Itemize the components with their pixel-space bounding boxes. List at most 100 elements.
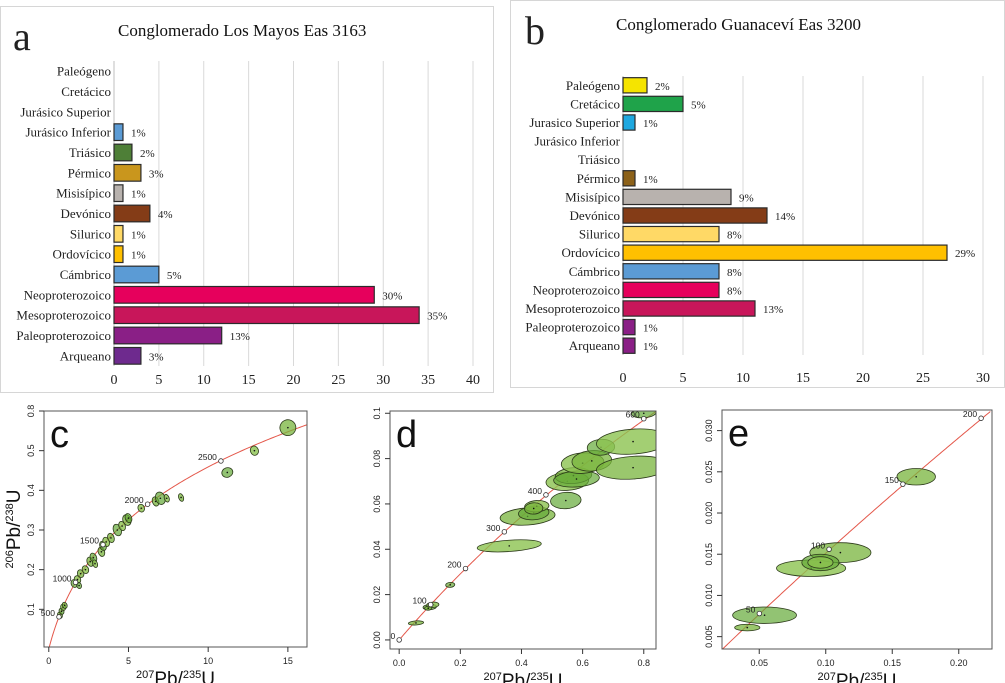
category-label: Jurasico Superior bbox=[529, 115, 620, 130]
x-tick-label: 0.2 bbox=[454, 658, 467, 668]
x-tick-label: 30 bbox=[976, 371, 990, 386]
data-point bbox=[746, 626, 749, 629]
category-label: Cámbrico bbox=[569, 264, 620, 279]
x-tick-label: 15 bbox=[796, 371, 810, 386]
y-tick-label: 0.005 bbox=[704, 625, 714, 648]
data-label: 2% bbox=[655, 81, 670, 93]
x-tick-label: 0.0 bbox=[393, 658, 406, 668]
y-tick-label: 0.1 bbox=[26, 603, 36, 616]
data-point bbox=[532, 507, 535, 510]
data-label: 30% bbox=[382, 290, 402, 302]
data-label: 4% bbox=[158, 209, 173, 221]
bar bbox=[113, 143, 133, 162]
x-tick-label: 10 bbox=[736, 371, 750, 386]
category-label: Ordovícico bbox=[562, 245, 620, 260]
panel-letter-e: e bbox=[728, 413, 749, 455]
data-label: 5% bbox=[691, 99, 706, 111]
age-marker-label: 150 bbox=[885, 475, 899, 485]
data-label: 1% bbox=[131, 189, 146, 201]
y-tick-label: 0.020 bbox=[704, 502, 714, 525]
data-label: 3% bbox=[149, 351, 164, 363]
plot-frame bbox=[721, 409, 993, 650]
age-marker-label: 1000 bbox=[53, 573, 72, 583]
x-tick-label: 10 bbox=[197, 373, 211, 388]
bar bbox=[113, 204, 151, 223]
data-label: 1% bbox=[131, 128, 146, 140]
data-point bbox=[84, 568, 87, 571]
category-label: Triásico bbox=[578, 152, 620, 167]
data-point bbox=[415, 622, 417, 624]
data-point bbox=[915, 475, 917, 478]
x-axis-label: 207Pb/235U bbox=[136, 669, 215, 683]
chart-title-a: Conglomerado Los Mayos Eas 3163 bbox=[118, 21, 367, 40]
age-marker-label: 400 bbox=[528, 486, 542, 496]
y-tick-label: 0.015 bbox=[704, 543, 714, 566]
age-marker bbox=[978, 415, 984, 421]
x-tick-label: 0.6 bbox=[576, 658, 589, 668]
data-label: 13% bbox=[230, 331, 250, 343]
data-label: 29% bbox=[955, 248, 975, 260]
data-point bbox=[575, 478, 578, 480]
data-point bbox=[632, 440, 634, 443]
y-tick-label: 0.030 bbox=[704, 419, 714, 442]
y-tick-label: 0.3 bbox=[26, 524, 36, 537]
panel-letter-a: a bbox=[13, 14, 31, 59]
concordia-plot-d: 0 100 200 300 400 600 0.0 0.2 0.4 0.6 0.8 0.00 0.02 0… bbox=[372, 407, 657, 683]
age-marker bbox=[144, 501, 151, 507]
category-label: Misisípico bbox=[56, 186, 111, 201]
data-point bbox=[508, 545, 511, 547]
category-label: Misisípico bbox=[565, 189, 620, 204]
data-label: 1% bbox=[643, 174, 658, 186]
x-tick-label: 10 bbox=[203, 656, 213, 666]
y-tick-label: 0.2 bbox=[26, 563, 36, 576]
x-tick-label: 0 bbox=[46, 656, 51, 666]
data-point bbox=[121, 525, 123, 527]
age-marker-label: 500 bbox=[41, 608, 55, 618]
category-label: Devónico bbox=[569, 208, 620, 223]
bar bbox=[113, 326, 223, 345]
y-tick-label: 0.010 bbox=[704, 584, 714, 607]
category-label: Cretácico bbox=[570, 96, 620, 111]
data-label: 8% bbox=[727, 285, 742, 297]
bar bbox=[113, 306, 420, 325]
x-tick-label: 5 bbox=[680, 371, 687, 386]
x-tick-label: 15 bbox=[283, 656, 293, 666]
data-label: 35% bbox=[427, 311, 447, 323]
data-point bbox=[63, 604, 66, 607]
panel-a-chart: a Conglomerado Los Mayos Eas 3163 0 5 10 15… bbox=[0, 6, 494, 393]
age-marker bbox=[462, 565, 469, 572]
category-label: Neoproterozoico bbox=[24, 287, 111, 302]
x-tick-label: 0 bbox=[620, 371, 627, 386]
category-label: Silurico bbox=[579, 227, 620, 242]
data-label: 1% bbox=[643, 323, 658, 335]
x-tick-label: 0.05 bbox=[750, 658, 768, 668]
age-marker-label: 2500 bbox=[198, 452, 217, 462]
data-point bbox=[78, 584, 80, 587]
category-label: Devónico bbox=[60, 206, 111, 221]
x-tick-label: 0.15 bbox=[883, 658, 901, 668]
age-marker-label: 1500 bbox=[80, 536, 99, 546]
data-point bbox=[180, 496, 182, 499]
age-marker-label: 2000 bbox=[125, 495, 144, 505]
age-marker bbox=[501, 529, 508, 535]
data-point bbox=[763, 614, 766, 617]
data-label: 1% bbox=[131, 229, 146, 241]
category-label: Triásico bbox=[69, 145, 111, 160]
data-label: 14% bbox=[775, 211, 795, 223]
bar bbox=[622, 337, 636, 354]
data-point bbox=[110, 537, 112, 539]
category-label: Mesoproterozoico bbox=[16, 308, 111, 323]
panel-letter-b: b bbox=[525, 8, 545, 53]
bar bbox=[113, 346, 142, 365]
x-tick-label: 0.8 bbox=[638, 658, 651, 668]
data-point bbox=[226, 471, 229, 474]
x-tick-label: 0.20 bbox=[950, 658, 968, 668]
age-marker bbox=[900, 481, 906, 487]
bar bbox=[622, 263, 720, 280]
x-tick-label: 20 bbox=[856, 371, 870, 386]
y-tick-label: 0.5 bbox=[26, 444, 36, 457]
data-point bbox=[427, 607, 430, 609]
bar bbox=[622, 77, 648, 94]
y-tick-label: 0.8 bbox=[26, 405, 36, 418]
age-marker bbox=[826, 546, 832, 552]
